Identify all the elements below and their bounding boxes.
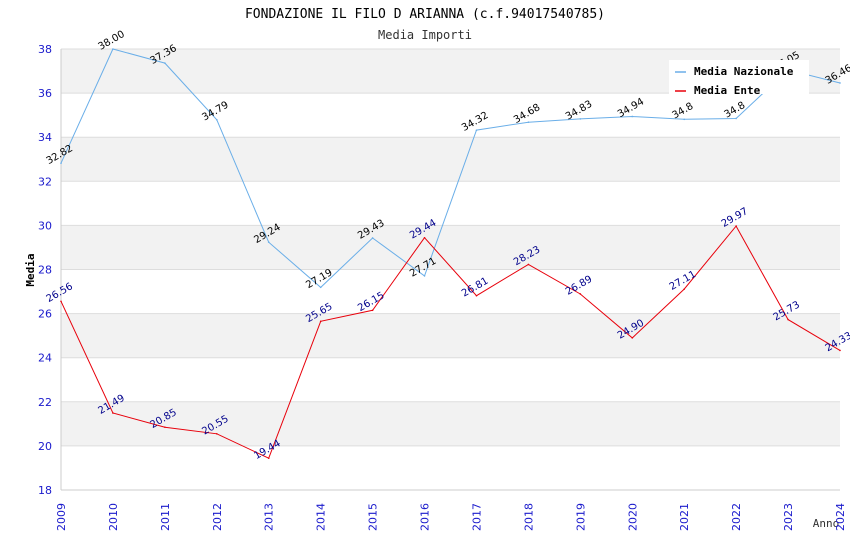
plot-band: [61, 445, 840, 490]
chart-subtitle: Media Importi: [378, 28, 472, 42]
data-point: [683, 118, 685, 121]
plot-band: [61, 313, 840, 358]
x-tick-label: 2017: [470, 503, 483, 531]
x-tick-label: 2012: [211, 503, 224, 531]
data-point: [60, 162, 62, 165]
data-point: [475, 129, 478, 131]
data-point: [839, 82, 841, 84]
data-point: [164, 426, 166, 428]
data-point: [839, 349, 841, 352]
legend-label-media-ente: Media Ente: [694, 84, 761, 97]
y-tick-label: 28: [38, 264, 52, 277]
y-axis-title: Media: [24, 253, 37, 286]
chart-title: FONDAZIONE IL FILO D ARIANNA (c.f.940175…: [245, 7, 605, 22]
data-point: [475, 294, 478, 297]
x-tick-label: 2015: [367, 503, 380, 531]
x-tick-label: 2011: [159, 503, 172, 531]
data-point: [371, 237, 374, 239]
data-point: [787, 318, 789, 321]
y-tick-label: 22: [38, 396, 52, 409]
data-point: [112, 48, 114, 50]
y-tick-label: 32: [38, 175, 52, 188]
x-tick-label: 2024: [834, 503, 847, 531]
x-tick-label: 2023: [782, 503, 795, 531]
y-tick-label: 38: [38, 43, 52, 56]
data-point: [579, 293, 582, 295]
data-point: [164, 62, 166, 64]
data-point: [60, 300, 62, 303]
y-tick-label: 34: [38, 131, 52, 144]
plot-band: [61, 357, 840, 402]
plot-band: [61, 401, 840, 446]
gridlines: [60, 48, 840, 491]
x-tick-label: 2021: [678, 503, 691, 531]
x-tick-label: 2009: [55, 503, 68, 531]
data-point: [527, 263, 530, 266]
x-tick-label: 2016: [419, 503, 432, 531]
x-axis: 2009 2010 2011 2012 2013 2014 2015 2016 2017 2018…: [55, 503, 847, 531]
x-tick-label: 2022: [730, 503, 743, 531]
plot-band: [61, 137, 840, 182]
data-point: [631, 337, 634, 339]
plot-background: [61, 49, 840, 490]
x-tick-label: 2014: [315, 503, 328, 531]
data-point: [423, 275, 426, 277]
data-point: [319, 320, 322, 323]
legend-box: [669, 60, 809, 94]
data-point: [216, 118, 218, 121]
x-tick-label: 2020: [626, 503, 639, 531]
data-point: [735, 117, 737, 120]
y-axis: 18 20 22 24 26 28 30 32 34 36 38: [38, 43, 52, 497]
data-point: [579, 118, 582, 120]
legend-label-media-nazionale: Media Nazionale: [694, 65, 794, 78]
series-lines: [60, 48, 841, 460]
y-tick-label: 24: [38, 352, 52, 365]
y-tick-label: 30: [38, 219, 52, 232]
x-tick-label: 2018: [522, 503, 535, 531]
x-tick-label: 2013: [263, 503, 276, 531]
legend: Media Nazionale Media Ente: [669, 60, 809, 97]
plot-band: [61, 269, 840, 314]
x-axis-title: Anno: [813, 517, 840, 530]
data-point: [112, 412, 114, 414]
data-point: [735, 225, 737, 227]
data-point: [267, 457, 270, 460]
data-point: [267, 241, 270, 243]
plot-band: [61, 93, 840, 138]
data-point: [371, 309, 374, 312]
y-tick-label: 26: [38, 308, 52, 321]
data-point: [683, 288, 685, 290]
data-point: [631, 115, 634, 118]
data-point: [527, 121, 530, 124]
data-point: [319, 286, 322, 289]
plot-band: [61, 225, 840, 270]
y-tick-label: 20: [38, 440, 52, 453]
data-point: [216, 432, 218, 435]
data-point: [423, 236, 426, 239]
y-tick-label: 18: [38, 484, 52, 497]
x-tick-label: 2010: [107, 503, 120, 531]
series-line-media-nazionale: [60, 48, 841, 289]
series-line-media-ente: [60, 225, 841, 459]
y-tick-label: 36: [38, 87, 52, 100]
x-tick-label: 2019: [574, 503, 587, 531]
